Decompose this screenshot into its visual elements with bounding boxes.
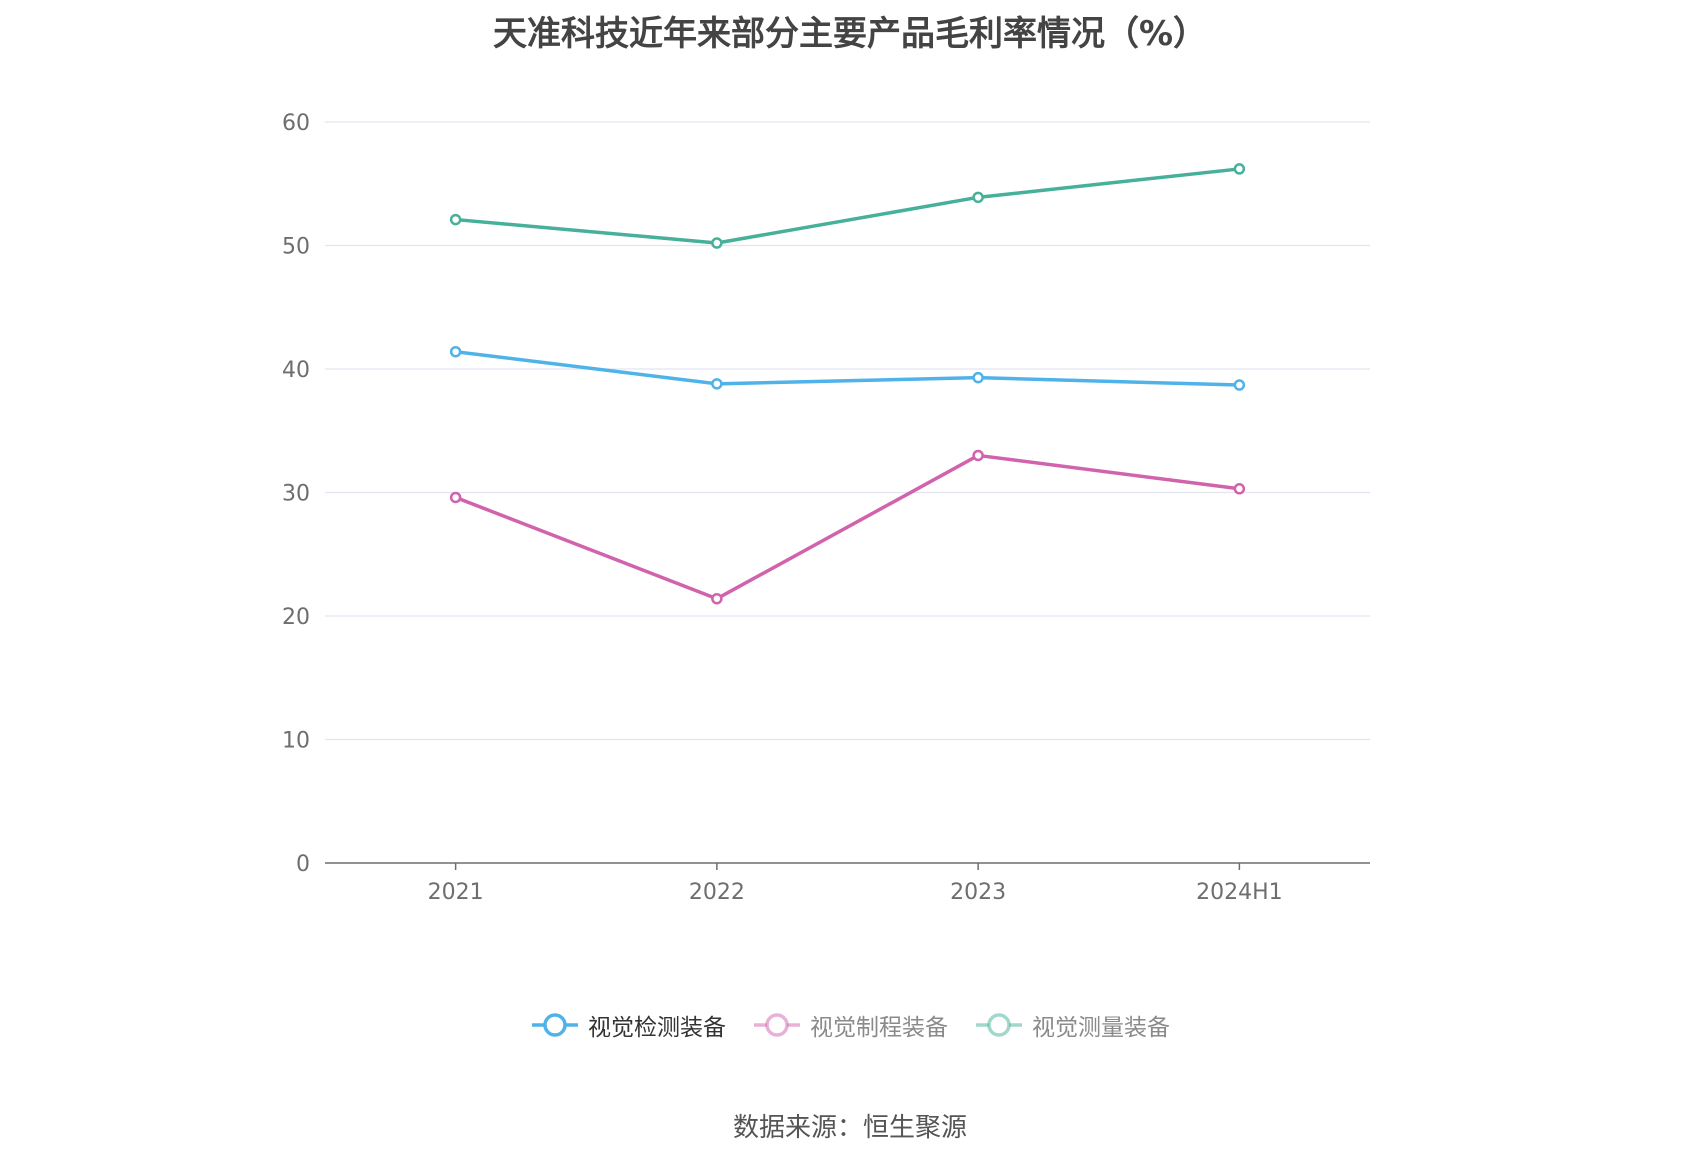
x-tick-label: 2022 (689, 880, 745, 905)
grid-lines (325, 121, 1370, 741)
data-point (972, 191, 984, 204)
y-tick-label: 10 (282, 729, 310, 754)
data-point (972, 371, 984, 384)
data-source-note: 数据来源：恒生聚源 (732, 1113, 967, 1143)
legend-item-1[interactable]: 视觉制程装备 (752, 1008, 948, 1042)
series-group (449, 163, 1246, 605)
y-tick-label: 50 (282, 235, 310, 260)
legend-label: 视觉制程装备 (810, 1015, 948, 1041)
data-point (1233, 379, 1246, 391)
chart-title: 天准科技近年来部分主要产品毛利率情况（%） (492, 14, 1208, 54)
y-tick-label: 30 (282, 482, 310, 507)
series-line-2 (455, 167, 1240, 245)
chart-legend: 视觉检测装备 视觉制程装备 视觉测量装备 (0, 1008, 1700, 1042)
legend-label: 视觉检测装备 (588, 1015, 726, 1041)
series-line-0 (455, 349, 1240, 387)
legend-line-circle-icon (754, 1013, 800, 1037)
data-point (711, 378, 723, 390)
y-tick-label: 40 (282, 358, 310, 383)
series-line-1 (454, 453, 1240, 601)
y-tick-label: 60 (282, 111, 310, 136)
data-point (1233, 163, 1246, 175)
legend-item-0[interactable]: 视觉检测装备 (530, 1008, 726, 1042)
y-axis-ticks: 0 10 20 30 40 50 60 (282, 111, 310, 877)
y-tick-label: 20 (282, 605, 310, 630)
legend-label: 视觉测量装备 (1032, 1015, 1170, 1041)
legend-item-2[interactable]: 视觉测量装备 (974, 1008, 1170, 1042)
data-point (449, 345, 462, 358)
data-point (449, 213, 462, 226)
x-tick-label: 2024H1 (1196, 880, 1283, 905)
x-tick-label: 2023 (950, 880, 1006, 905)
data-point (449, 491, 462, 504)
data-point (711, 592, 723, 605)
y-tick-label: 0 (296, 852, 310, 877)
legend-line-circle-icon (532, 1013, 578, 1037)
data-point (972, 449, 984, 462)
data-point (1233, 483, 1246, 495)
x-tick-label: 2021 (428, 880, 484, 905)
legend-line-circle-icon (976, 1013, 1022, 1037)
x-axis-ticks: 2021 2022 2023 2024H1 (428, 863, 1283, 905)
data-point (711, 237, 723, 249)
